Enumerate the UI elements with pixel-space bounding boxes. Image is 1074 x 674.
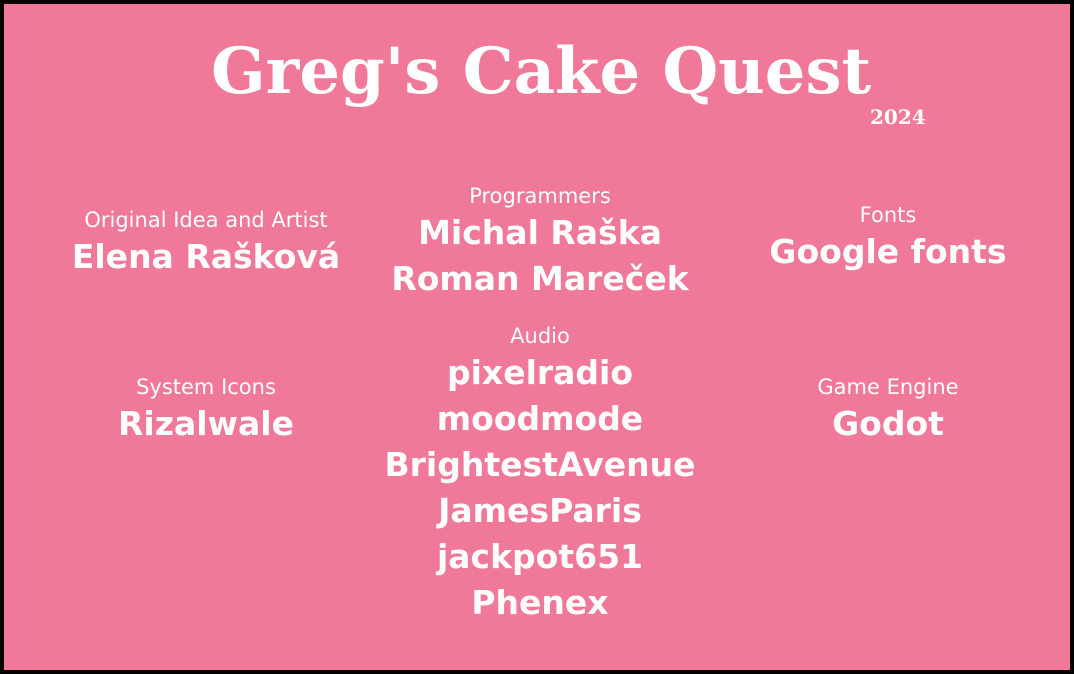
credit-name: JamesParis bbox=[438, 491, 642, 530]
credit-name: Godot bbox=[832, 404, 944, 443]
credit-name: Phenex bbox=[471, 583, 609, 622]
credit-name: Michal Raška bbox=[418, 213, 662, 252]
credit-role-fonts: Fonts bbox=[859, 203, 917, 227]
credit-role-audio: Audio bbox=[510, 324, 570, 348]
credit-artist: Original Idea and Artist Elena Rašková bbox=[36, 206, 376, 280]
credit-names-icons: Rizalwale bbox=[36, 401, 376, 447]
credit-name: Rizalwale bbox=[118, 404, 294, 443]
credit-role-engine: Game Engine bbox=[817, 375, 959, 399]
credit-name: Roman Mareček bbox=[391, 259, 689, 298]
credit-role-artist: Original Idea and Artist bbox=[84, 208, 328, 232]
credit-names-fonts: Google fonts bbox=[718, 229, 1058, 275]
credit-role-programmers: Programmers bbox=[469, 184, 611, 208]
credit-name: Google fonts bbox=[769, 232, 1007, 271]
credit-fonts: Fonts Google fonts bbox=[718, 201, 1058, 275]
credit-names-engine: Godot bbox=[718, 401, 1058, 447]
credit-engine: Game Engine Godot bbox=[718, 373, 1058, 447]
credit-name: moodmode bbox=[436, 399, 644, 438]
credit-names-programmers: Michal Raška Roman Mareček bbox=[350, 210, 730, 302]
credit-name: jackpot651 bbox=[436, 537, 644, 576]
credit-name: pixelradio bbox=[446, 353, 634, 392]
credit-programmers: Programmers Michal Raška Roman Mareček bbox=[350, 182, 730, 302]
credit-role-icons: System Icons bbox=[136, 375, 276, 399]
credit-name: Elena Rašková bbox=[71, 237, 341, 276]
credit-icons: System Icons Rizalwale bbox=[36, 373, 376, 447]
credit-names-artist: Elena Rašková bbox=[36, 234, 376, 280]
release-year: 2024 bbox=[870, 105, 926, 129]
credit-names-audio: pixelradio moodmode BrightestAvenue Jame… bbox=[350, 350, 730, 626]
credit-audio: Audio pixelradio moodmode BrightestAvenu… bbox=[350, 322, 730, 626]
credit-name: BrightestAvenue bbox=[384, 445, 696, 484]
game-title: Greg's Cake Quest bbox=[210, 34, 872, 109]
